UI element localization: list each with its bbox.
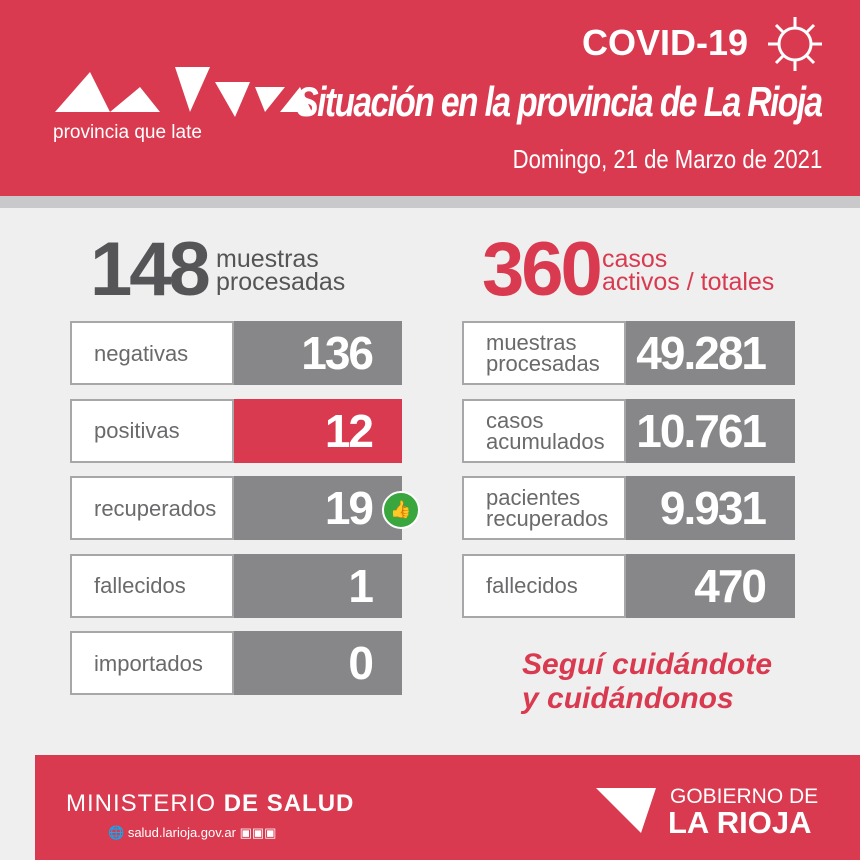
row-value: 49.281 [626,321,795,385]
row-label: casos acumulados [462,398,626,463]
slogan: Seguí cuidándote y cuidándonos [522,648,772,716]
row-label: positivas [70,398,234,463]
logo-tagline: provincia que late [53,122,202,143]
row-value: 19 [234,476,402,540]
row-value: 1 [234,553,402,618]
row-value: 0 [234,631,402,695]
row-label-line: negativas [94,340,189,366]
row-label: negativas [70,321,234,385]
caption-line: muestras [216,245,319,273]
row-label: fallecidos [70,553,234,618]
row-label: fallecidos [462,553,626,618]
badge: COVID-19 [581,22,748,63]
row-label-line: fallecidos [94,573,186,598]
row-label: pacientes recuperados [462,476,626,540]
logo [55,67,312,117]
website-text: salud.larioja.gov.ar [127,825,236,840]
gov-line2: LA RIOJA [668,805,812,840]
ministry-bold: DE SALUD [223,790,355,817]
row-label-line: positivas [94,418,180,443]
row-label: recuperados [70,476,234,540]
row-label: muestras procesadas [462,321,626,385]
date: Domingo, 21 de Marzo de 2021 [512,144,822,174]
header-stripe [0,196,860,208]
title: Situación en la provincia de La Rioja [296,78,824,125]
row-value: 470 [626,553,795,618]
row-label: importados [70,631,234,695]
website: 🌐 salud.larioja.gov.ar ▣▣▣ [108,825,277,840]
gov-line1: GOBIERNO DE [670,785,819,808]
row-label-line: procesadas [486,351,600,376]
row-value: 12 [234,398,402,463]
big-number: 148 [90,227,211,312]
slogan-line: y cuidándonos [522,682,734,715]
row-value: 10.761 [626,398,795,463]
row-label-line: recuperados [94,495,217,521]
row-label-line: recuperados [486,506,609,531]
row-value: 136 [234,321,402,385]
big-number: 360 [482,227,603,312]
big-caption: casos activos / totales [602,245,775,296]
row-label-line: fallecidos [486,573,578,598]
row-label-line: pacientes [486,485,581,510]
thumb-icon: 👍 [382,491,420,529]
virus-icon [768,17,822,71]
big-caption: muestras procesadas [216,245,346,296]
footer [35,755,860,860]
gov-logo [596,788,656,833]
caption-line: activos / totales [602,268,775,296]
slogan-line: Seguí cuidándote [522,648,773,681]
ministry: MINISTERIO DE SALUD [66,790,354,818]
ministry-text: MINISTERIO [66,790,217,817]
row-label-line: acumulados [486,428,605,454]
row-label-line: muestras [486,330,577,355]
row-label-line: importados [94,650,203,676]
row-value: 9.931 [626,476,795,540]
row-label-line: casos [486,407,544,433]
caption-line: procesadas [216,268,346,296]
caption-line: casos [602,245,668,273]
